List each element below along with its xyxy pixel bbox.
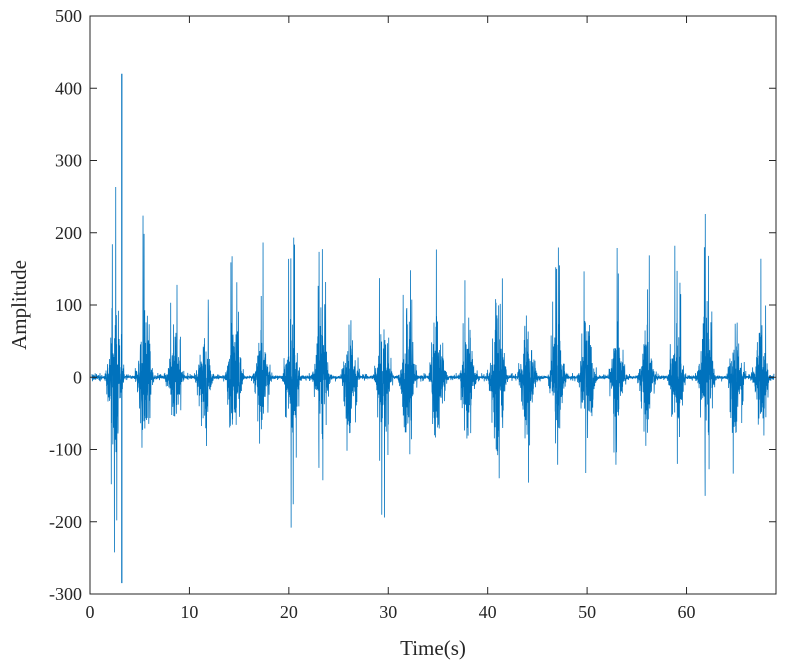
x-tick-label: 30 xyxy=(379,602,397,622)
x-tick-label: 20 xyxy=(280,602,298,622)
y-tick-label: 100 xyxy=(55,295,82,315)
x-tick-label: 60 xyxy=(678,602,696,622)
y-tick-label: 200 xyxy=(55,223,82,243)
y-tick-label: 500 xyxy=(55,6,82,26)
y-tick-label: -200 xyxy=(49,512,82,532)
axes: 0 10 20 30 40 50 60 -300 -200 -100 0 100 200 300 400 50… xyxy=(49,6,777,622)
signal-series-line xyxy=(91,187,775,553)
y-tick-label: 0 xyxy=(73,367,82,387)
y-tick-label: -100 xyxy=(49,440,82,460)
y-tick-label: 300 xyxy=(55,151,82,171)
axes-box xyxy=(89,15,777,595)
plot-area xyxy=(91,73,775,584)
x-tick-label: 40 xyxy=(479,602,497,622)
x-axis-label: Time(s) xyxy=(400,636,466,660)
y-tick-label: -300 xyxy=(49,584,82,604)
y-axis-label: Amplitude xyxy=(7,260,31,350)
x-tick-label: 0 xyxy=(86,602,95,622)
y-tick-label: 400 xyxy=(55,78,82,98)
x-tick-label: 50 xyxy=(578,602,596,622)
x-tick-label: 10 xyxy=(180,602,198,622)
